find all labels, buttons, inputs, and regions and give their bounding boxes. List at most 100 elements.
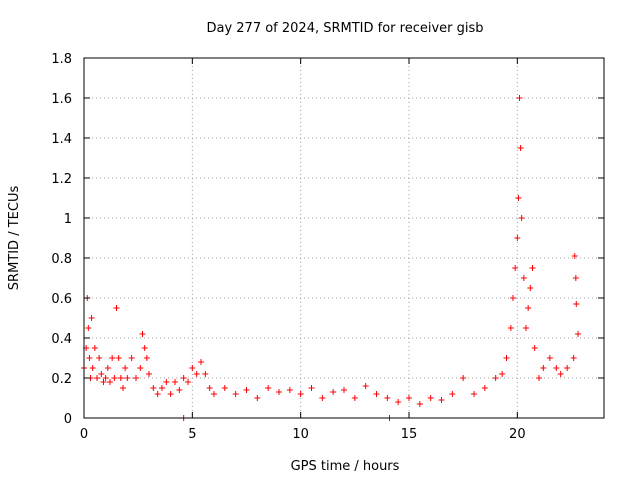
x-tick-label: 15 bbox=[401, 427, 418, 442]
data-point bbox=[154, 391, 161, 397]
x-tick-label: 10 bbox=[292, 427, 309, 442]
data-point bbox=[189, 365, 196, 371]
data-point bbox=[572, 275, 579, 281]
data-point bbox=[319, 395, 326, 401]
data-point bbox=[193, 371, 200, 377]
data-point bbox=[211, 391, 217, 397]
data-point bbox=[507, 325, 514, 331]
y-tick-label: 0.2 bbox=[51, 372, 72, 387]
data-point bbox=[109, 355, 116, 361]
data-point bbox=[146, 371, 152, 377]
data-point bbox=[492, 375, 499, 381]
data-point bbox=[516, 95, 523, 101]
data-point bbox=[510, 295, 516, 301]
data-point bbox=[575, 331, 581, 337]
data-point bbox=[406, 395, 412, 401]
data-point bbox=[115, 355, 122, 361]
data-point bbox=[176, 387, 183, 393]
data-point bbox=[517, 145, 524, 151]
data-point bbox=[94, 375, 100, 381]
data-point bbox=[150, 385, 157, 391]
y-tick-label: 1.4 bbox=[51, 132, 72, 147]
data-point bbox=[449, 391, 456, 397]
axis-ticks: 0 5 10 15 20 0 0.2 0.4 0.6 0.8 1 1.2 1.4 1.6 1.8 bbox=[51, 52, 604, 442]
data-point bbox=[570, 355, 577, 361]
data-point bbox=[471, 391, 477, 397]
data-point bbox=[113, 305, 120, 311]
data-point bbox=[564, 365, 571, 371]
data-point bbox=[128, 355, 135, 361]
data-point bbox=[308, 385, 315, 391]
data-point bbox=[330, 389, 337, 395]
data-point bbox=[553, 365, 560, 371]
y-tick-label: 0.4 bbox=[51, 332, 72, 347]
y-tick-label: 1.8 bbox=[51, 52, 72, 67]
data-point bbox=[438, 397, 445, 403]
data-point bbox=[499, 371, 506, 377]
data-point bbox=[243, 387, 250, 393]
x-tick-label: 20 bbox=[509, 427, 526, 442]
data-point bbox=[276, 389, 282, 395]
data-point bbox=[373, 391, 380, 397]
y-tick-label: 0 bbox=[64, 412, 72, 427]
y-tick-label: 1 bbox=[64, 212, 72, 227]
data-point bbox=[427, 395, 434, 401]
x-axis-label: GPS time / hours bbox=[291, 459, 400, 474]
data-point bbox=[297, 391, 304, 397]
x-tick-label: 0 bbox=[80, 427, 88, 442]
data-point bbox=[96, 355, 103, 361]
data-point bbox=[254, 395, 261, 401]
data-point bbox=[122, 365, 129, 371]
y-axis-label: SRMTID / TECUs bbox=[7, 186, 22, 291]
data-point bbox=[286, 387, 293, 393]
data-point bbox=[124, 375, 131, 381]
data-point bbox=[232, 391, 239, 397]
data-point bbox=[384, 395, 391, 401]
data-point bbox=[102, 375, 109, 381]
data-point bbox=[460, 375, 467, 381]
data-point bbox=[198, 359, 204, 365]
data-point bbox=[221, 385, 228, 391]
data-point bbox=[265, 385, 272, 391]
data-point bbox=[172, 379, 178, 385]
x-tick-label: 5 bbox=[188, 427, 196, 442]
data-point bbox=[163, 379, 170, 385]
data-point bbox=[416, 401, 423, 407]
data-point bbox=[536, 375, 542, 381]
data-point bbox=[518, 215, 525, 221]
data-point bbox=[180, 375, 187, 381]
chart-title: Day 277 of 2024, SRMTID for receiver gis… bbox=[206, 21, 483, 36]
y-tick-label: 0.6 bbox=[51, 292, 72, 307]
data-point bbox=[571, 253, 578, 259]
data-point bbox=[503, 355, 510, 361]
data-point bbox=[86, 355, 93, 361]
data-point bbox=[523, 325, 529, 331]
data-point bbox=[529, 265, 536, 271]
y-tick-label: 1.2 bbox=[51, 172, 72, 187]
data-point bbox=[100, 379, 107, 385]
data-point bbox=[206, 385, 213, 391]
data-points bbox=[81, 95, 581, 421]
data-point bbox=[351, 395, 358, 401]
data-point bbox=[159, 385, 165, 391]
data-point bbox=[202, 371, 209, 377]
data-point bbox=[531, 345, 538, 351]
data-point bbox=[111, 375, 118, 381]
data-point bbox=[139, 331, 146, 337]
data-point bbox=[362, 383, 369, 389]
data-point bbox=[167, 391, 174, 397]
data-point bbox=[512, 265, 519, 271]
data-point bbox=[573, 301, 580, 307]
grid-lines bbox=[84, 58, 604, 418]
data-point bbox=[185, 379, 191, 385]
data-point bbox=[85, 325, 92, 331]
data-point bbox=[117, 375, 124, 381]
data-point bbox=[141, 345, 148, 351]
data-point bbox=[514, 235, 521, 241]
data-point bbox=[143, 355, 150, 361]
data-point bbox=[481, 385, 488, 391]
data-point bbox=[89, 365, 96, 371]
